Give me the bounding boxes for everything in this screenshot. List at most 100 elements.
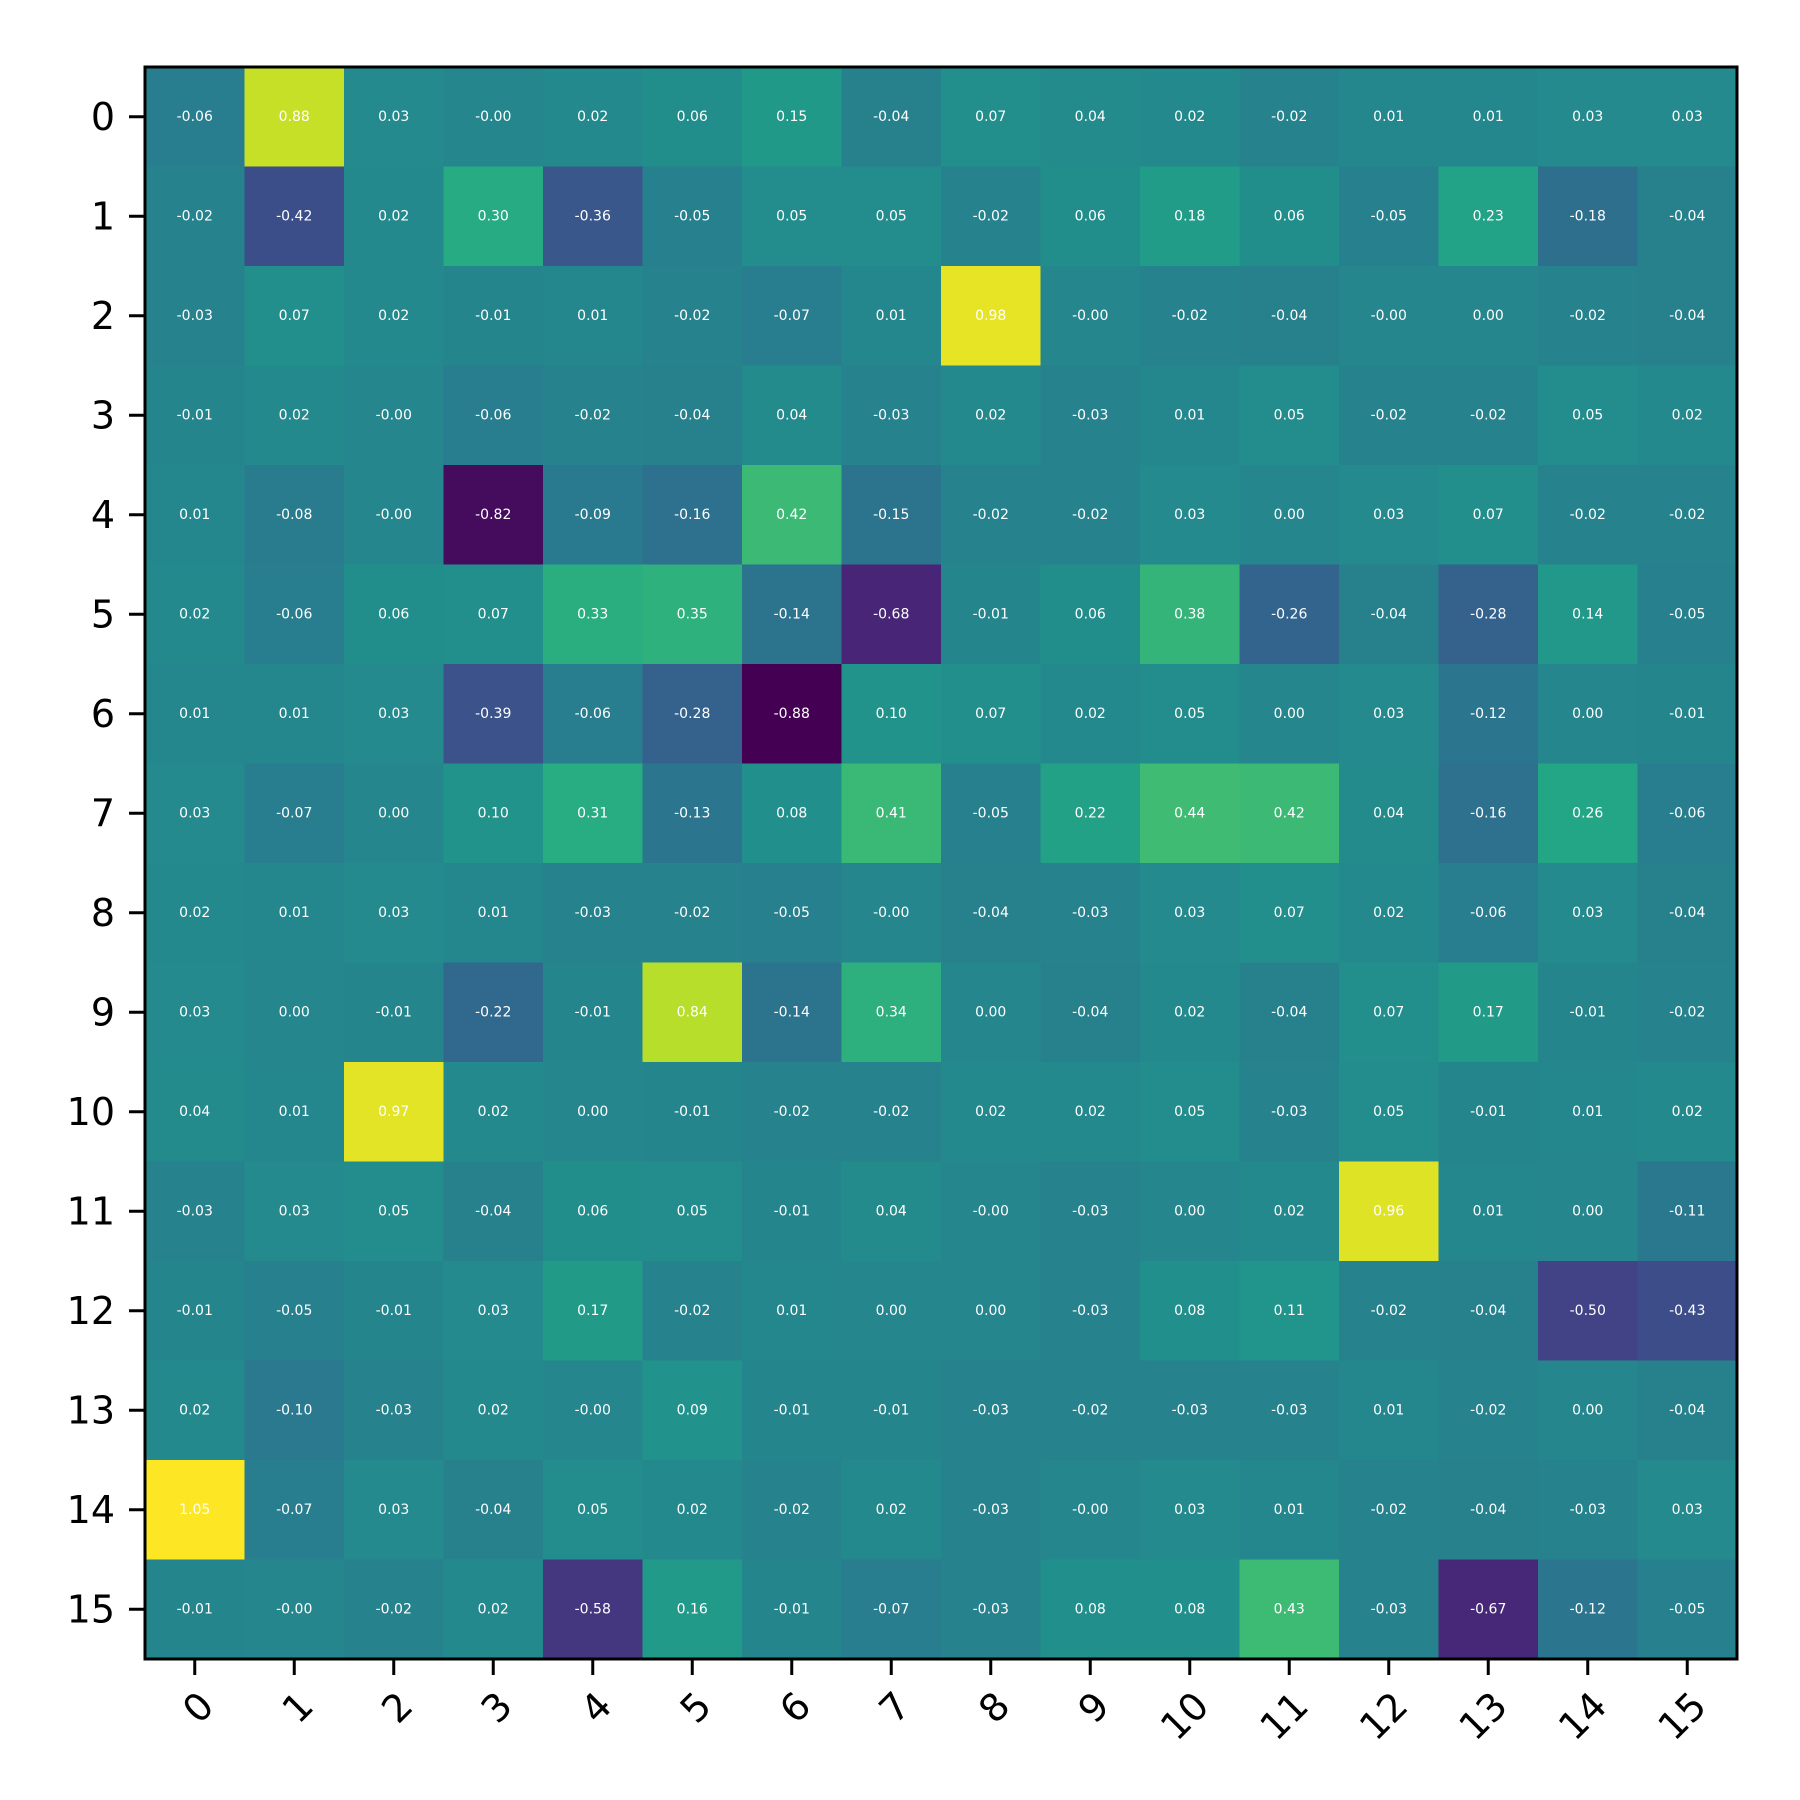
- cell-value-label: 0.02: [1174, 109, 1205, 125]
- y-tick-label: 7: [91, 791, 115, 835]
- cell-value-label: 0.00: [975, 1303, 1006, 1319]
- heatmap-cell-6-6: [742, 664, 842, 764]
- y-tick-label: 12: [67, 1289, 115, 1333]
- heatmap-cell-9-3: [443, 962, 544, 1063]
- cell-value-label: -0.01: [575, 1004, 611, 1020]
- heatmap-cell-15-8: [941, 1559, 1041, 1660]
- heatmap-cell-11-14: [1538, 1161, 1638, 1262]
- heatmap-cell-4-6: [742, 465, 842, 565]
- heatmap-cell-3-1: [244, 365, 345, 466]
- heatmap-cell-15-3: [443, 1559, 544, 1660]
- cell-value-label: 0.03: [1174, 905, 1205, 921]
- heatmap-cell-12-13: [1438, 1261, 1539, 1361]
- heatmap-cell-4-15: [1637, 465, 1738, 565]
- cell-value-label: -0.39: [475, 706, 511, 722]
- heatmap-cell-13-11: [1239, 1360, 1340, 1461]
- cell-value-label: 0.00: [378, 805, 409, 821]
- y-tick-label: 0: [91, 95, 115, 139]
- cell-value-label: 0.02: [975, 407, 1006, 423]
- heatmap-cell-2-14: [1538, 266, 1638, 366]
- heatmap-cell-1-15: [1637, 166, 1738, 267]
- cell-value-label: 0.05: [1174, 706, 1205, 722]
- cell-value-label: -0.04: [1470, 1502, 1506, 1518]
- heatmap-cell-11-4: [543, 1161, 643, 1262]
- cell-value-label: 0.00: [577, 1104, 608, 1120]
- heatmap-cell-10-10: [1140, 1062, 1240, 1162]
- cell-value-label: 0.01: [876, 308, 907, 324]
- cell-value-label: 0.04: [876, 1203, 907, 1219]
- heatmap-cell-15-9: [1040, 1559, 1141, 1660]
- cell-value-label: -0.02: [1371, 1502, 1407, 1518]
- cell-value-label: -0.02: [1371, 1303, 1407, 1319]
- y-tick-label: 9: [91, 990, 115, 1034]
- heatmap-cell-13-7: [841, 1360, 942, 1461]
- cell-value-label: 0.10: [478, 805, 509, 821]
- cell-value-label: -0.13: [674, 805, 710, 821]
- heatmap-cell-3-8: [941, 365, 1041, 466]
- cell-value-label: -0.00: [575, 1402, 611, 1418]
- cell-value-label: -0.00: [376, 407, 412, 423]
- cell-value-label: -0.05: [1371, 208, 1407, 224]
- heatmap-cell-4-13: [1438, 465, 1539, 565]
- cell-value-label: -0.03: [376, 1402, 412, 1418]
- cell-value-label: 0.07: [279, 308, 310, 324]
- cell-value-label: 0.00: [1572, 1203, 1603, 1219]
- heatmap-cell-13-3: [443, 1360, 544, 1461]
- heatmap-cell-8-15: [1637, 863, 1738, 963]
- heatmap-cell-6-11: [1239, 664, 1340, 764]
- cell-value-label: -0.04: [1669, 905, 1705, 921]
- heatmap-cells: [145, 67, 1738, 1660]
- cell-value-label: -0.00: [1072, 308, 1108, 324]
- heatmap-cell-15-6: [742, 1559, 842, 1660]
- heatmap-cell-15-12: [1339, 1559, 1439, 1660]
- cell-value-label: 0.42: [1274, 805, 1305, 821]
- cell-value-label: -0.02: [177, 208, 213, 224]
- cell-value-label: -0.06: [1669, 805, 1705, 821]
- cell-value-label: -0.06: [276, 606, 312, 622]
- heatmap-cell-11-6: [742, 1161, 842, 1262]
- cell-value-label: -0.02: [674, 905, 710, 921]
- cell-value-label: -0.01: [1470, 1104, 1506, 1120]
- cell-value-label: 0.03: [1373, 706, 1404, 722]
- heatmap-cell-5-15: [1637, 564, 1738, 665]
- heatmap-cell-3-7: [841, 365, 942, 466]
- heatmap-cell-7-3: [443, 763, 544, 864]
- cell-value-label: 0.02: [478, 1601, 509, 1617]
- cell-value-label: 0.03: [378, 109, 409, 125]
- cell-value-label: -0.14: [774, 1004, 810, 1020]
- heatmap-cell-10-14: [1538, 1062, 1638, 1162]
- y-tick-label: 13: [67, 1388, 115, 1432]
- heatmap-cell-15-11: [1239, 1559, 1340, 1660]
- heatmap-cell-4-10: [1140, 465, 1240, 565]
- heatmap-cell-3-12: [1339, 365, 1439, 466]
- heatmap-cell-15-1: [244, 1559, 345, 1660]
- heatmap-cell-1-7: [841, 166, 942, 267]
- cell-value-label: 0.04: [179, 1104, 210, 1120]
- heatmap-cell-10-13: [1438, 1062, 1539, 1162]
- cell-value-label: -0.01: [873, 1402, 909, 1418]
- heatmap-cell-10-3: [443, 1062, 544, 1162]
- heatmap-cell-5-0: [145, 564, 245, 665]
- heatmap-cell-9-4: [543, 962, 643, 1063]
- cell-value-labels: -0.06 0.88 0.03 -0.00 0.02 0.06 0.15 -0.04 0.07 0…: [177, 109, 1706, 1618]
- cell-value-label: -0.00: [376, 507, 412, 523]
- heatmap-cell-11-13: [1438, 1161, 1539, 1262]
- heatmap-cell-13-0: [145, 1360, 245, 1461]
- cell-value-label: 0.11: [1274, 1303, 1305, 1319]
- cell-value-label: 0.06: [1274, 208, 1305, 224]
- heatmap-cell-3-2: [344, 365, 444, 466]
- heatmap-cell-8-13: [1438, 863, 1539, 963]
- heatmap-cell-2-5: [642, 266, 743, 366]
- heatmap-cell-13-1: [244, 1360, 345, 1461]
- cell-value-label: 0.05: [577, 1502, 608, 1518]
- heatmap-cell-5-5: [642, 564, 743, 665]
- heatmap-cell-12-12: [1339, 1261, 1439, 1361]
- heatmap-cell-12-2: [344, 1261, 444, 1361]
- heatmap-cell-12-4: [543, 1261, 643, 1361]
- cell-value-label: -0.04: [475, 1203, 511, 1219]
- cell-value-label: 0.02: [478, 1104, 509, 1120]
- cell-value-label: 0.01: [279, 1104, 310, 1120]
- heatmap-cell-13-5: [642, 1360, 743, 1461]
- heatmap-cell-12-15: [1637, 1261, 1738, 1361]
- cell-value-label: -0.06: [575, 706, 611, 722]
